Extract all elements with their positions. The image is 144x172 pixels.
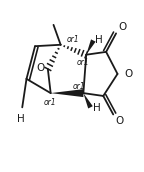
Polygon shape (51, 89, 83, 97)
Text: H: H (93, 103, 100, 113)
Text: or1: or1 (66, 35, 79, 44)
Text: or1: or1 (44, 98, 56, 107)
Polygon shape (83, 93, 93, 109)
Text: O: O (124, 69, 132, 79)
Text: H: H (17, 114, 25, 124)
Text: O: O (115, 116, 124, 126)
Text: or1: or1 (76, 58, 89, 67)
Text: O: O (36, 63, 44, 73)
Polygon shape (86, 39, 96, 55)
Text: O: O (118, 22, 126, 32)
Text: or1: or1 (73, 82, 85, 91)
Text: H: H (95, 35, 103, 45)
